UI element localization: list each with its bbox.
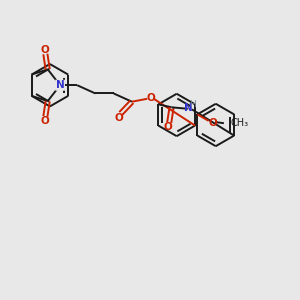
Text: N: N (56, 80, 64, 90)
Text: O: O (41, 45, 50, 55)
Text: N: N (184, 103, 193, 113)
Text: O: O (208, 118, 217, 128)
Text: O: O (115, 113, 123, 123)
Text: O: O (41, 116, 50, 126)
Text: O: O (164, 122, 172, 132)
Text: CH₃: CH₃ (230, 118, 248, 128)
Text: O: O (147, 93, 156, 103)
Text: H: H (189, 100, 196, 109)
